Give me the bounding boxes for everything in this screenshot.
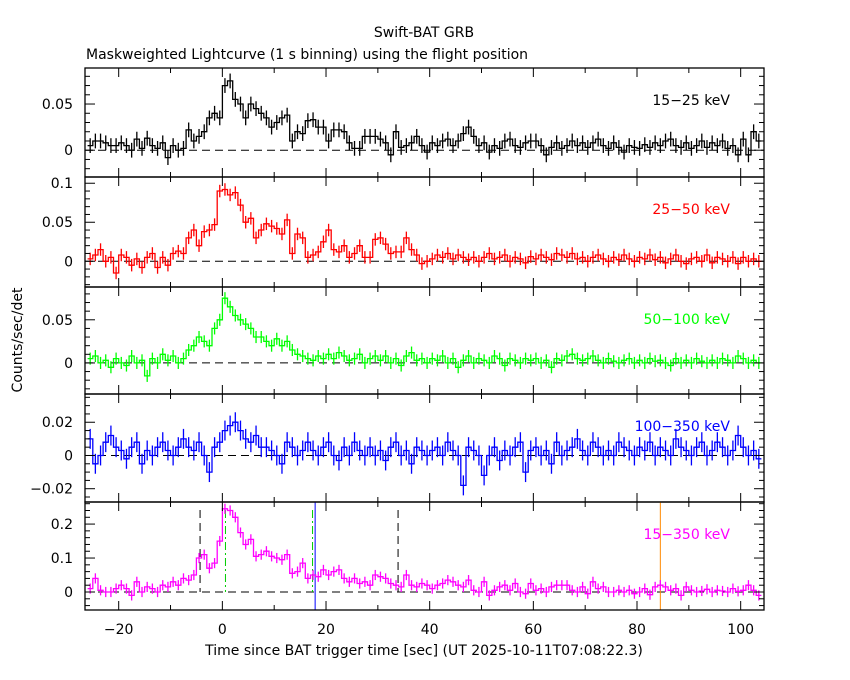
y-tick-label: 0 xyxy=(64,254,73,270)
energy-band-label: 50−100 keV xyxy=(643,312,730,328)
x-tick-label: 40 xyxy=(421,622,439,638)
panel-frame xyxy=(84,286,765,395)
y-tick-label: −0.02 xyxy=(30,482,73,498)
panel-50-100-kev: 0 0.05 50−100 keV xyxy=(42,286,765,395)
y-tick-label: 0.05 xyxy=(42,215,73,231)
x-tick-label: 0 xyxy=(218,622,227,638)
energy-band-label: 25−50 keV xyxy=(652,202,730,218)
y-tick-label: 0 xyxy=(64,448,73,464)
y-tick-label: 0.05 xyxy=(42,97,73,113)
y-tick-label: 0.05 xyxy=(42,313,73,329)
panel-frame xyxy=(84,67,765,178)
x-axis-label: Time since BAT trigger time [sec] (UT 20… xyxy=(204,643,643,659)
y-tick-label: 0.02 xyxy=(42,415,73,431)
panel-frame xyxy=(84,501,765,611)
y-tick-label: 0.1 xyxy=(51,551,73,567)
y-tick-label: 0 xyxy=(64,356,73,372)
x-tick-label: 80 xyxy=(628,622,646,638)
lightcurve-step xyxy=(87,297,762,377)
panel-frame xyxy=(84,176,765,288)
y-tick-label: 0.2 xyxy=(51,517,73,533)
chart-title: Swift-BAT GRB xyxy=(374,25,474,41)
x-tick-label: −20 xyxy=(104,622,134,638)
lightcurve-step xyxy=(87,421,762,487)
panel-25-50-kev: 0 0.05 0.1 25−50 keV xyxy=(42,176,765,288)
chart-subtitle: Maskweighted Lightcurve (1 s binning) us… xyxy=(86,47,528,63)
energy-band-label: 15−25 keV xyxy=(652,93,730,109)
y-tick-label: 0 xyxy=(64,143,73,159)
panel-15-25-kev: 0 0.05 15−25 keV xyxy=(42,67,765,178)
x-tick-label: 100 xyxy=(727,622,754,638)
panel-100-350-kev: −0.02 0 0.02 100−350 keV xyxy=(30,393,765,503)
energy-band-label: 15−350 keV xyxy=(643,527,730,543)
y-tick-label: 0.1 xyxy=(51,176,73,192)
panel-15-350-kev: 0 0.1 0.2 15−350 keV −20 0 20 40 60 80 100 xyxy=(51,501,765,638)
energy-band-label: 100−350 keV xyxy=(635,419,731,435)
y-tick-label: 0 xyxy=(64,585,73,601)
x-tick-label: 60 xyxy=(524,622,542,638)
x-tick-label: 20 xyxy=(317,622,335,638)
panel-frame xyxy=(84,393,765,503)
y-axis-label: Counts/sec/det xyxy=(10,287,26,392)
